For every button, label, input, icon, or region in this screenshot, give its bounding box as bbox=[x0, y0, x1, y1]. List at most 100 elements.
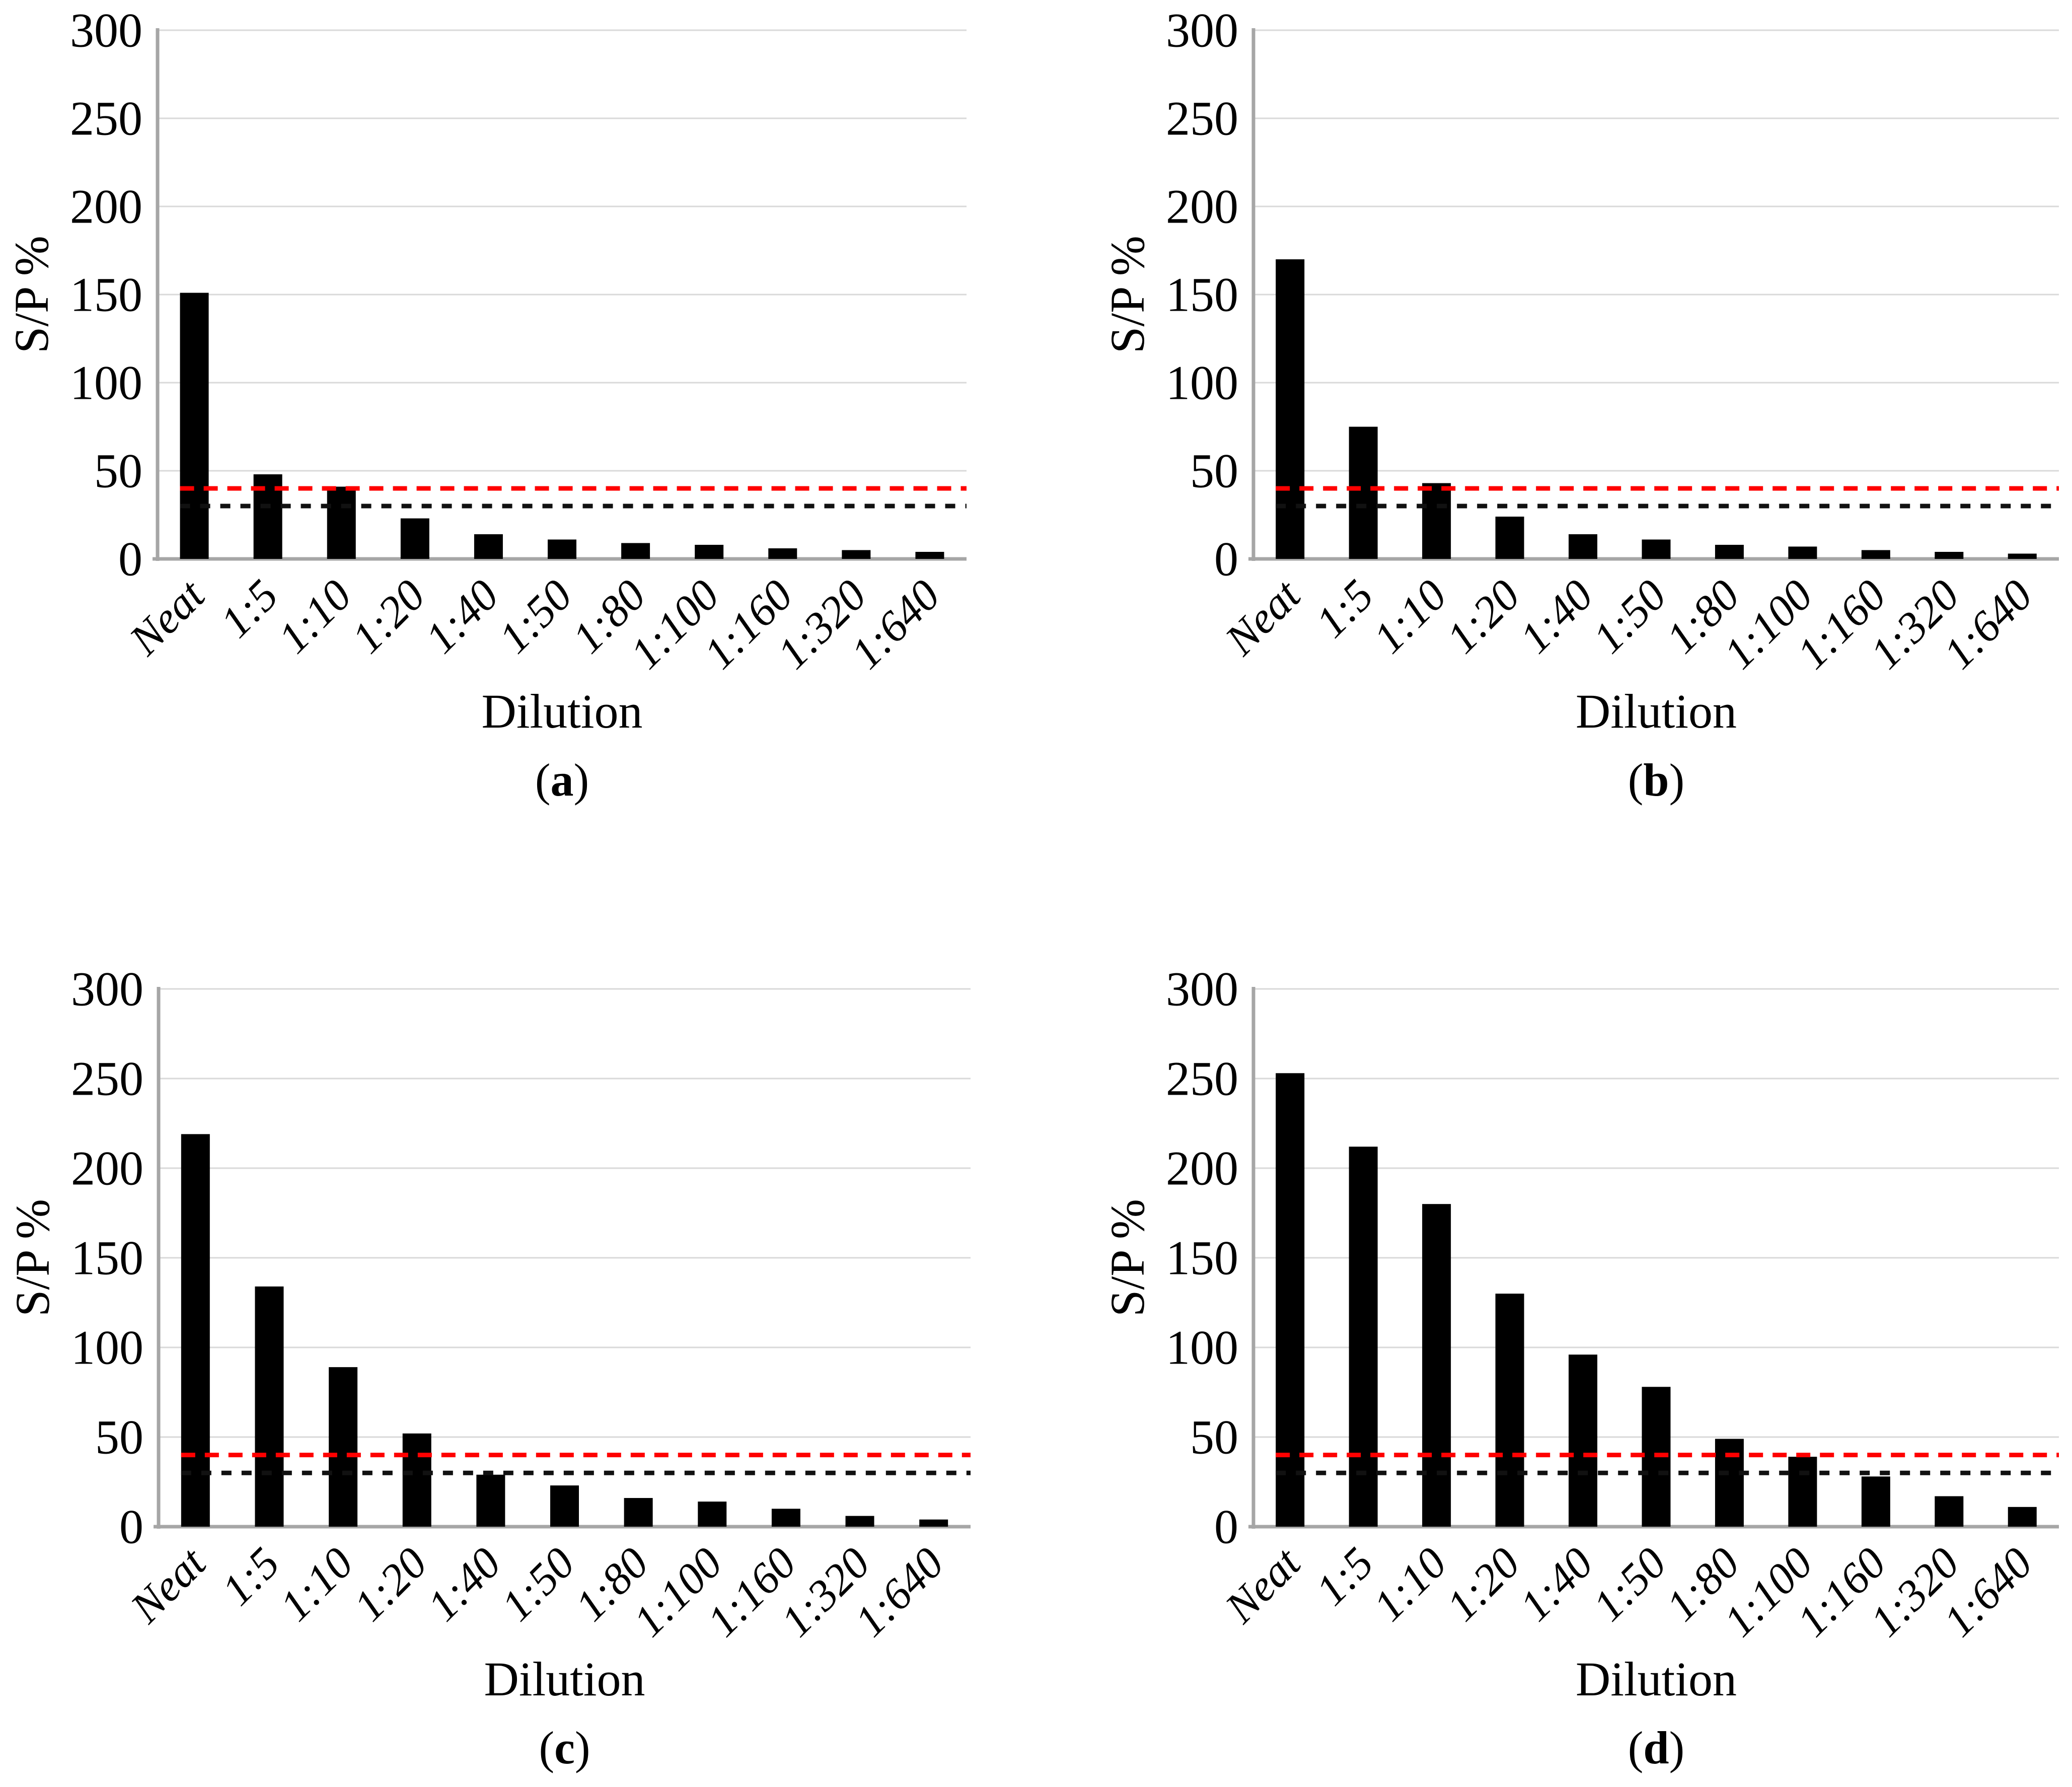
bar-1:20 bbox=[1495, 1294, 1524, 1527]
bar-1:320 bbox=[845, 1516, 874, 1527]
y-tick-label: 50 bbox=[1190, 444, 1238, 498]
bar-1:40 bbox=[1569, 534, 1598, 559]
bar-1:640 bbox=[2008, 553, 2037, 559]
panel-caption: (a) bbox=[535, 754, 589, 806]
y-tick-label: 100 bbox=[70, 356, 142, 410]
bar-1:5 bbox=[1349, 426, 1378, 559]
bar-1:20 bbox=[1495, 517, 1524, 559]
bar-1:50 bbox=[1642, 539, 1671, 559]
chart-panel-c: 050100150200250300Neat1:51:101:201:401:5… bbox=[6, 962, 971, 1773]
x-axis-title: Dilution bbox=[1576, 1652, 1737, 1706]
x-axis-title: Dilution bbox=[484, 1652, 645, 1706]
y-tick-label: 300 bbox=[1166, 4, 1238, 57]
x-tick-label: 1:640 bbox=[842, 571, 949, 679]
x-tick-label: 1:640 bbox=[1935, 571, 2042, 679]
bar-1:10 bbox=[1422, 483, 1451, 559]
bar-1:80 bbox=[624, 1498, 653, 1527]
bar-1:320 bbox=[1935, 1496, 1964, 1527]
y-tick-label: 200 bbox=[70, 180, 142, 234]
y-tick-label: 100 bbox=[1166, 1321, 1238, 1375]
y-tick-label: 300 bbox=[71, 962, 143, 1016]
y-tick-label: 0 bbox=[118, 532, 142, 586]
bar-1:50 bbox=[548, 539, 576, 559]
x-axis-title: Dilution bbox=[1576, 684, 1737, 738]
x-tick-label: 1:40 bbox=[416, 571, 508, 663]
x-axis-title: Dilution bbox=[481, 684, 642, 738]
x-tick-label: 1:10 bbox=[269, 571, 361, 663]
chart-panel-b: 050100150200250300Neat1:51:101:201:401:5… bbox=[1100, 4, 2059, 806]
y-tick-label: 0 bbox=[119, 1500, 143, 1554]
x-tick-label: 1:5 bbox=[213, 1539, 289, 1615]
bar-1:10 bbox=[1422, 1204, 1451, 1527]
panel-caption: (c) bbox=[539, 1722, 590, 1773]
x-tick-label: 1:640 bbox=[846, 1539, 953, 1647]
y-tick-label: 300 bbox=[70, 4, 142, 57]
x-tick-label: 1:100 bbox=[624, 1539, 732, 1647]
y-tick-label: 0 bbox=[1214, 532, 1238, 586]
y-tick-label: 50 bbox=[95, 1410, 143, 1464]
bar-1:100 bbox=[698, 1502, 727, 1527]
y-tick-label: 200 bbox=[71, 1141, 143, 1195]
x-tick-label: 1:20 bbox=[1438, 1539, 1530, 1631]
x-tick-label: 1:320 bbox=[772, 1539, 879, 1647]
y-tick-label: 250 bbox=[1166, 92, 1238, 146]
x-tick-label: 1:10 bbox=[1364, 571, 1456, 663]
bar-1:160 bbox=[1861, 1476, 1890, 1527]
y-tick-label: 200 bbox=[1166, 180, 1238, 234]
y-tick-label: 150 bbox=[71, 1231, 143, 1285]
bar-Neat bbox=[1276, 259, 1305, 559]
y-tick-label: 200 bbox=[1166, 1141, 1238, 1195]
bar-1:40 bbox=[474, 534, 503, 559]
bar-1:40 bbox=[1569, 1354, 1598, 1527]
bar-1:10 bbox=[327, 486, 356, 559]
x-tick-label: 1:50 bbox=[492, 1539, 584, 1631]
bar-1:320 bbox=[842, 550, 871, 559]
y-tick-label: 250 bbox=[1166, 1052, 1238, 1106]
bar-Neat bbox=[1276, 1073, 1305, 1527]
x-tick-label: 1:10 bbox=[271, 1539, 363, 1631]
bar-1:80 bbox=[1715, 1439, 1744, 1527]
bar-1:10 bbox=[329, 1367, 358, 1527]
y-tick-label: 50 bbox=[94, 444, 142, 498]
y-tick-label: 250 bbox=[71, 1052, 143, 1106]
y-axis-title: S/P % bbox=[5, 236, 58, 353]
y-tick-label: 150 bbox=[1166, 268, 1238, 322]
y-tick-label: 50 bbox=[1190, 1410, 1238, 1464]
y-tick-label: 100 bbox=[1166, 356, 1238, 410]
x-tick-label: 1:50 bbox=[490, 571, 582, 663]
x-tick-label: 1:20 bbox=[345, 1539, 437, 1631]
x-tick-label: 1:20 bbox=[1438, 571, 1530, 663]
x-tick-label: 1:50 bbox=[1584, 1539, 1676, 1631]
bar-1:50 bbox=[550, 1485, 579, 1527]
bar-Neat bbox=[181, 1134, 210, 1527]
x-tick-label: 1:20 bbox=[343, 571, 435, 663]
bar-1:5 bbox=[1349, 1147, 1378, 1527]
y-tick-label: 0 bbox=[1214, 1500, 1238, 1554]
x-tick-label: 1:640 bbox=[1935, 1539, 2042, 1647]
bar-1:640 bbox=[919, 1519, 948, 1527]
y-axis-title: S/P % bbox=[6, 1199, 59, 1317]
y-tick-label: 100 bbox=[71, 1321, 143, 1375]
bar-1:160 bbox=[768, 548, 797, 559]
bar-1:40 bbox=[476, 1474, 505, 1527]
bar-1:160 bbox=[1861, 550, 1890, 559]
bar-1:100 bbox=[1788, 546, 1817, 559]
y-tick-label: 150 bbox=[70, 268, 142, 322]
bar-1:80 bbox=[621, 543, 650, 559]
panel-caption: (b) bbox=[1628, 754, 1684, 806]
y-tick-label: 250 bbox=[70, 92, 142, 146]
bar-1:80 bbox=[1715, 545, 1744, 559]
y-tick-label: 150 bbox=[1166, 1231, 1238, 1285]
x-tick-label: 1:50 bbox=[1584, 571, 1676, 663]
x-tick-label: 1:40 bbox=[418, 1539, 510, 1631]
bar-Neat bbox=[180, 293, 209, 559]
y-axis-title: S/P % bbox=[1100, 236, 1154, 353]
bar-1:160 bbox=[771, 1509, 800, 1527]
bar-1:640 bbox=[2008, 1507, 2037, 1527]
x-tick-label: 1:160 bbox=[698, 1539, 806, 1647]
panel-caption: (d) bbox=[1628, 1722, 1684, 1773]
x-tick-label: 1:40 bbox=[1511, 571, 1603, 663]
y-axis-title: S/P % bbox=[1100, 1199, 1154, 1317]
bar-1:20 bbox=[400, 518, 429, 559]
